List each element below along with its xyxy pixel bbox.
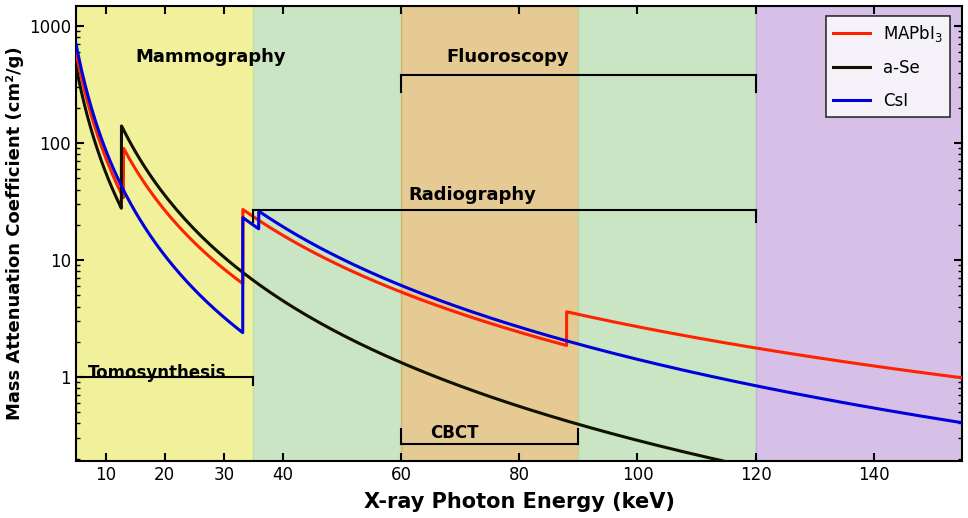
Text: Fluoroscopy: Fluoroscopy (446, 48, 569, 66)
MAPbI$_3$ (131, 168, 142, 174)
Y-axis label: Mass Attenuation Coefficient (cm²/g): Mass Attenuation Coefficient (cm²/g) (6, 47, 23, 420)
a-Se (100, 169, 111, 175)
Line: CsI: CsI (76, 44, 962, 423)
MAPbI$_3$ (560, 342, 572, 349)
Text: CBCT: CBCT (430, 424, 478, 441)
Bar (76, 6, 254, 461)
CsI (160, 253, 171, 260)
Bar (578, 6, 756, 461)
a-Se (170, 207, 182, 213)
CsI (956, 420, 968, 426)
MAPbI$_3$ (71, 49, 82, 55)
a-Se (115, 123, 127, 129)
CsI (253, 226, 264, 232)
CsI (372, 272, 383, 279)
Text: Radiography: Radiography (408, 186, 536, 204)
CsI (238, 215, 250, 222)
Text: Mammography: Mammography (136, 48, 286, 66)
MAPbI$_3$ (237, 280, 249, 286)
CsI (352, 264, 364, 270)
Bar (756, 6, 962, 461)
Line: MAPbI$_3$: MAPbI$_3$ (76, 52, 962, 378)
a-Se (89, 139, 101, 146)
Line: a-Se: a-Se (76, 67, 962, 507)
Bar (401, 6, 578, 461)
a-Se (116, 123, 128, 129)
MAPbI$_3$ (118, 146, 130, 152)
Text: Tomosynthesis: Tomosynthesis (88, 364, 227, 382)
a-Se (956, 504, 968, 510)
X-axis label: X-ray Photon Energy (keV): X-ray Photon Energy (keV) (364, 493, 675, 512)
MAPbI$_3$ (956, 375, 968, 381)
Bar (254, 6, 401, 461)
a-Se (71, 64, 82, 70)
MAPbI$_3$ (237, 280, 249, 286)
CsI (237, 214, 249, 221)
a-Se (120, 132, 132, 138)
Legend: MAPbI$_3$, a-Se, CsI: MAPbI$_3$, a-Se, CsI (827, 16, 950, 117)
MAPbI$_3$ (76, 73, 87, 79)
CsI (71, 41, 82, 47)
